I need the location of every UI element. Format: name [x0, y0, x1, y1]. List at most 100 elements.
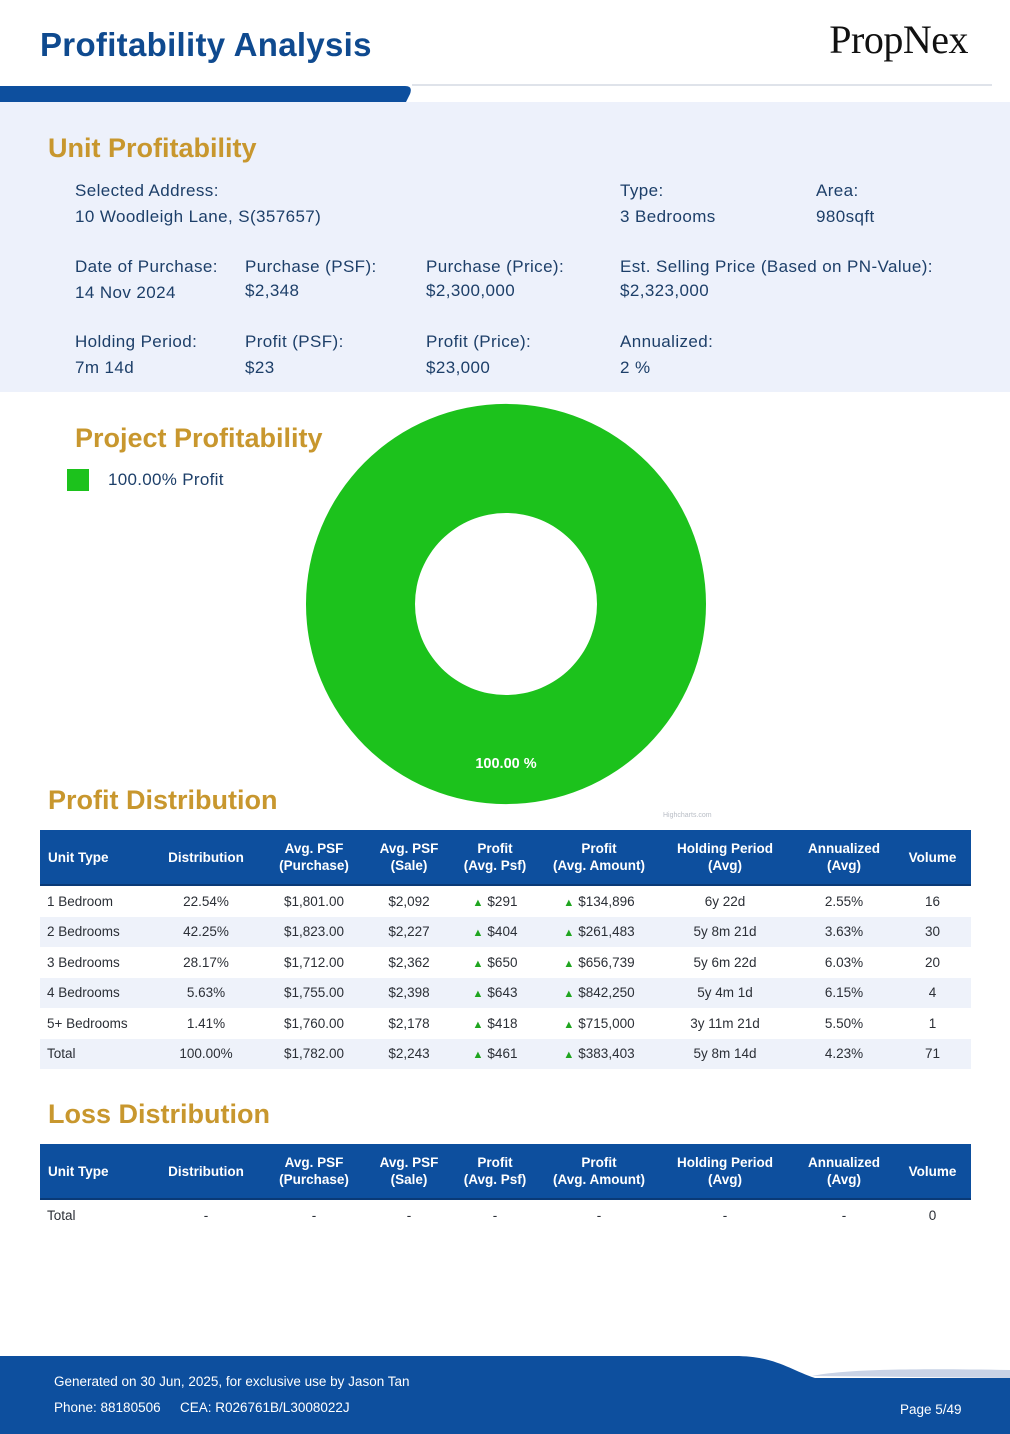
column-header-text: Holding Period: [677, 841, 773, 856]
column-header-text: (Avg. Amount): [553, 1172, 645, 1187]
column-header: Holding Period (Avg): [656, 1144, 794, 1200]
column-header: Profit (Avg. Psf): [448, 1144, 542, 1200]
table-cell: 1 Bedroom: [40, 885, 154, 917]
purchase-price-label: Purchase (Price):: [426, 257, 565, 276]
table-cell-value: $1,823.00: [283, 924, 345, 940]
table-cell: $2,178: [370, 1008, 448, 1039]
column-header-text: Avg. PSF: [284, 1155, 344, 1170]
table-cell: -: [258, 1199, 370, 1231]
table-cell: ▲ $842,250: [542, 977, 656, 1008]
table-cell-value: $2,227: [388, 924, 430, 940]
table-row: 1 Bedroom 22.54% $1,801.00 $2,092 ▲ $291 ▲ $134…: [40, 885, 971, 917]
table-row: 4 Bedrooms 5.63% $1,755.00 $2,398 ▲ $643 ▲ $842…: [40, 977, 971, 1008]
date-of-purchase-value: 14 Nov 2024: [75, 283, 176, 302]
table-cell: $2,398: [370, 977, 448, 1008]
up-arrow-icon: ▲: [472, 1018, 484, 1031]
table-cell: $1,712.00: [258, 947, 370, 978]
table-cell: 30: [894, 916, 971, 947]
table-cell-value: 5y 6m 22d: [693, 954, 757, 970]
chart-credits: Highcharts.com: [663, 812, 712, 819]
profit-price-label: Profit (Price):: [426, 332, 532, 351]
column-header: Avg. PSF (Sale): [370, 1144, 448, 1200]
table-cell-value: 4.23%: [824, 1046, 864, 1062]
unit-profitability-panel: [0, 102, 1010, 392]
table-cell-value: 6.15%: [824, 985, 864, 1001]
column-header-text: Volume: [908, 849, 957, 865]
table-cell: $2,092: [370, 885, 448, 917]
table-cell: $2,362: [370, 947, 448, 978]
selected-address-label: Selected Address:: [75, 181, 219, 200]
footer-cea: CEA: R026761B/L3008022J: [180, 1400, 350, 1415]
type-label: Type:: [620, 181, 664, 200]
table-cell-value: $383,403: [578, 1046, 635, 1062]
column-header-text: (Avg. Amount): [553, 858, 645, 873]
table-cell: 3y 11m 21d: [656, 1008, 794, 1039]
est-selling-price-value: $2,323,000: [620, 281, 710, 300]
table-cell: 6y 22d: [656, 885, 794, 917]
up-arrow-icon: ▲: [472, 957, 484, 970]
column-header: Avg. PSF (Purchase): [258, 1144, 370, 1200]
annualized-label: Annualized:: [620, 332, 714, 351]
footer-bar: [0, 1356, 1010, 1434]
table-cell: 1.41%: [154, 1008, 258, 1039]
column-header-text: Profit: [581, 1155, 617, 1170]
table-cell: 5y 8m 21d: [656, 916, 794, 947]
table-cell-value: 4 Bedrooms: [47, 985, 120, 1001]
table-row: Total - - - - - - - 0: [40, 1199, 971, 1231]
table-cell-value: $2,178: [388, 1015, 430, 1031]
table-cell-value: 100.00%: [179, 1046, 233, 1062]
up-arrow-icon: ▲: [563, 896, 575, 909]
column-header: Holding Period (Avg): [656, 830, 794, 886]
column-header-text: (Avg): [708, 1172, 742, 1187]
table-cell: 6.15%: [794, 977, 894, 1008]
table-cell-value: $1,712.00: [283, 954, 345, 970]
loss-distribution-title: Loss Distribution: [48, 1099, 270, 1129]
table-cell: Total: [40, 1038, 154, 1069]
table-cell: 5y 4m 1d: [656, 977, 794, 1008]
profit-psf-value: $23: [245, 358, 275, 377]
table-cell-value: $650: [487, 954, 518, 970]
table-cell-value: 1.41%: [186, 1015, 226, 1031]
table-cell-value: -: [492, 1207, 498, 1223]
table-header-row: Unit Type Distribution Avg. PSF (Purchase) A…: [40, 830, 971, 886]
area-value: 980sqft: [816, 207, 875, 226]
column-header-text: (Sale): [390, 1172, 428, 1187]
type-value: 3 Bedrooms: [620, 207, 716, 226]
profit-psf-label: Profit (PSF):: [245, 332, 344, 351]
table-cell-value: $134,896: [578, 893, 635, 909]
table-cell: 16: [894, 885, 971, 917]
column-header-text: Unit Type: [48, 849, 109, 865]
table-cell-value: 2.55%: [824, 893, 864, 909]
table-row: 3 Bedrooms 28.17% $1,712.00 $2,362 ▲ $650 ▲ $65…: [40, 947, 971, 978]
table-cell: 6.03%: [794, 947, 894, 978]
date-of-purchase-label: Date of Purchase:: [75, 257, 218, 276]
table-cell: 5y 8m 14d: [656, 1038, 794, 1069]
table-cell: 1: [894, 1008, 971, 1039]
table-cell-value: $2,092: [388, 893, 430, 909]
table-cell-value: $1,760.00: [283, 1015, 345, 1031]
table-cell: ▲ $461: [448, 1038, 542, 1069]
column-header-text: (Avg): [827, 858, 861, 873]
table-cell-value: 71: [924, 1046, 941, 1062]
project-profitability-title: Project Profitability: [75, 423, 323, 453]
table-cell-value: $715,000: [578, 1015, 635, 1031]
column-header-text: Avg. PSF: [379, 841, 439, 856]
table-cell: -: [794, 1199, 894, 1231]
column-header-text: Unit Type: [48, 1163, 109, 1179]
table-cell-value: $261,483: [578, 924, 635, 940]
footer-page-number: Page 5/49: [900, 1402, 962, 1417]
holding-period-label: Holding Period:: [75, 332, 198, 351]
table-cell-value: 6y 22d: [704, 893, 746, 909]
unit-profitability-title: Unit Profitability: [48, 133, 257, 163]
column-header-text: Avg. PSF: [284, 841, 344, 856]
table-cell: ▲ $643: [448, 977, 542, 1008]
table-cell: ▲ $383,403: [542, 1038, 656, 1069]
column-header-text: (Sale): [390, 858, 428, 873]
table-cell: 28.17%: [154, 947, 258, 978]
profit-distribution-title: Profit Distribution: [48, 785, 278, 815]
up-arrow-icon: ▲: [472, 927, 484, 940]
table-row: 2 Bedrooms 42.25% $1,823.00 $2,227 ▲ $404 ▲ $26…: [40, 916, 971, 947]
column-header: Avg. PSF (Sale): [370, 830, 448, 886]
column-header: Profit (Avg. Amount): [542, 1144, 656, 1200]
up-arrow-icon: ▲: [563, 957, 575, 970]
